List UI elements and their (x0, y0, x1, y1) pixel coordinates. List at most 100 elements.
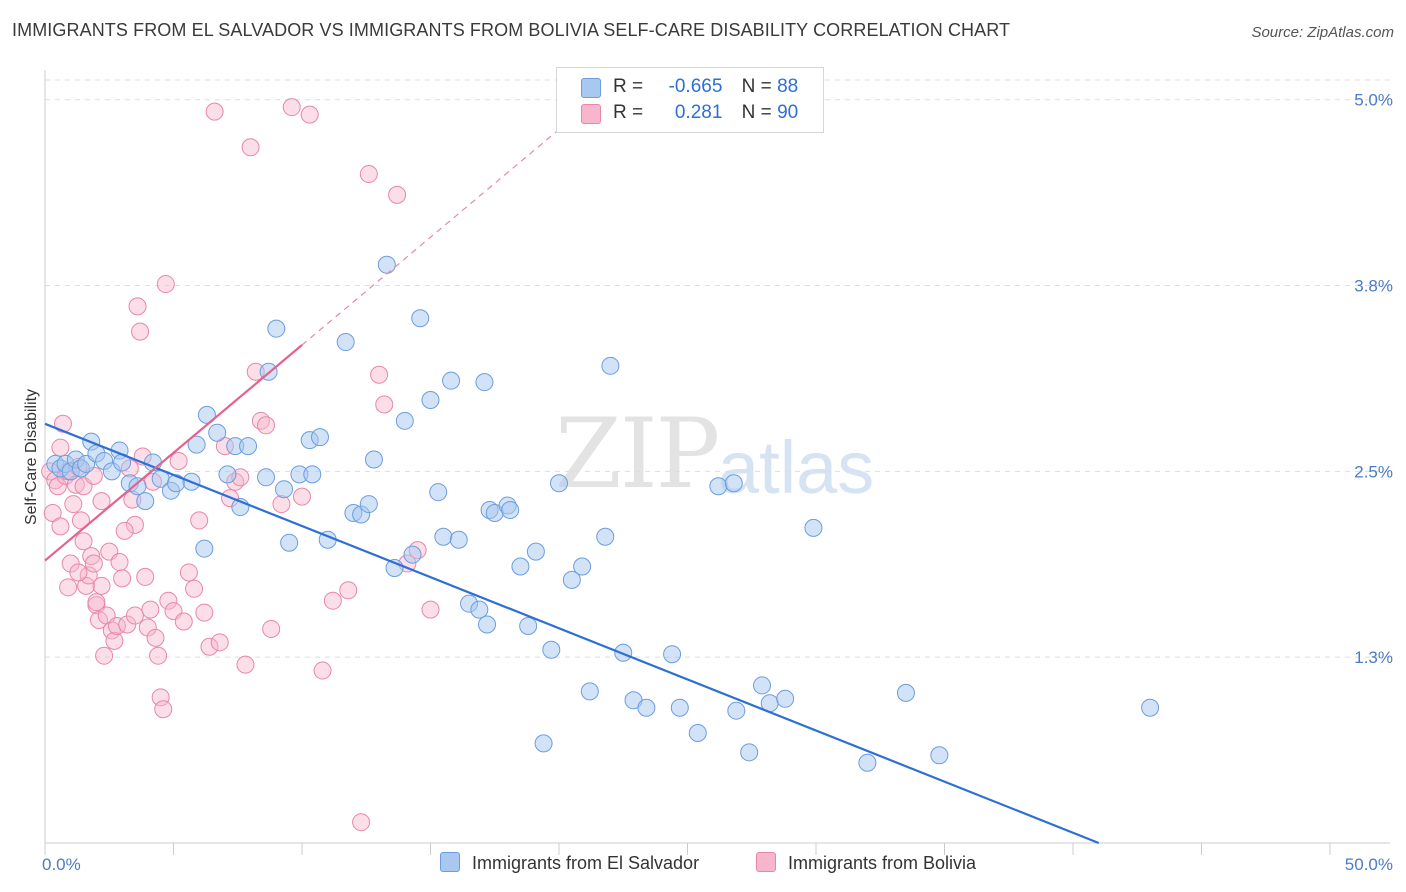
bolivia-point (128, 297, 147, 316)
el-salvador-points (46, 255, 1160, 772)
el-salvador-point (359, 495, 378, 514)
bolivia-point (272, 495, 291, 514)
el-salvador-point (195, 539, 214, 558)
chart-title: IMMIGRANTS FROM EL SALVADOR VS IMMIGRANT… (12, 20, 1011, 40)
grid-lines (45, 79, 1392, 658)
el-salvador-point (637, 698, 656, 717)
legend-r-label: R = (613, 102, 644, 123)
bolivia-point (59, 578, 78, 597)
bolivia-point (87, 593, 106, 612)
bolivia-point (51, 517, 70, 536)
el-salvador-point (1141, 698, 1160, 717)
bolivia-point (156, 275, 175, 294)
el-salvador-point (429, 483, 448, 502)
legend-r-value: 0.281 (674, 102, 723, 123)
bolivia-point (79, 566, 98, 585)
axes (44, 70, 1390, 855)
series-legend-el-salvador: Immigrants from El Salvador (440, 852, 699, 874)
legend-swatch-blue (581, 78, 601, 98)
bolivia-point (241, 138, 260, 157)
bolivia-point (293, 487, 311, 506)
series-name-el-salvador: Immigrants from El Salvador (472, 853, 700, 873)
el-salvador-point (727, 701, 746, 720)
el-salvador-point (501, 501, 520, 520)
bolivia-point (185, 579, 204, 598)
el-salvador-point (187, 435, 206, 454)
legend-r-label: R = (613, 76, 644, 97)
legend-n-value: 88 (777, 76, 799, 97)
el-salvador-point (542, 640, 561, 659)
el-salvador-point (804, 518, 823, 537)
el-salvador-point (534, 734, 553, 753)
bolivia-point (323, 591, 342, 610)
watermark-zip: ZIP (555, 398, 720, 510)
bolivia-point (82, 547, 101, 566)
el-salvador-point (267, 319, 286, 338)
el-salvador-point (470, 600, 489, 619)
el-salvador-point (403, 545, 422, 564)
el-salvador-point (421, 391, 440, 410)
el-salvador-point (411, 309, 430, 328)
el-salvador-point (724, 474, 743, 493)
el-salvador-point (475, 373, 494, 392)
bolivia-point (136, 567, 155, 586)
bolivia-point (131, 322, 150, 341)
el-salvador-point (573, 557, 592, 576)
el-salvador-point (377, 255, 396, 274)
el-salvador-point (449, 530, 468, 549)
bolivia-point (421, 600, 440, 619)
source-credit: Source: ZipAtlas.com (1251, 24, 1394, 41)
bolivia-point (74, 532, 93, 551)
el-salvador-point (740, 743, 759, 762)
y-tick-label: 1.3% (1354, 648, 1393, 667)
el-salvador-point (596, 527, 615, 546)
el-salvador-point (364, 450, 383, 469)
bolivia-point (92, 492, 111, 511)
el-salvador-point (395, 411, 414, 430)
bolivia-point (69, 563, 88, 582)
bolivia-point (200, 637, 219, 656)
bolivia-point (71, 511, 90, 530)
legend-n-label: N = (741, 76, 772, 97)
bolivia-point (236, 655, 255, 674)
bolivia-point (125, 515, 144, 534)
bolivia-point (179, 563, 198, 582)
el-salvador-point (303, 465, 322, 484)
legend-swatch-pink (581, 104, 601, 124)
el-salvador-point (688, 723, 707, 742)
bolivia-point (64, 495, 83, 514)
el-salvador-point (896, 683, 915, 702)
series-swatch-pink (756, 852, 776, 872)
el-salvador-point (218, 465, 237, 484)
bolivia-point (149, 646, 168, 665)
el-salvador-point (280, 533, 299, 552)
el-salvador-point (275, 480, 294, 499)
y-tick-label: 2.5% (1354, 462, 1393, 481)
bolivia-point (205, 102, 224, 121)
bolivia-point (210, 633, 229, 652)
bolivia-point (257, 416, 276, 435)
el-salvador-point (526, 542, 545, 561)
el-salvador-point (257, 468, 276, 487)
watermark-atlas: atlas (718, 426, 875, 509)
el-salvador-point (434, 527, 453, 546)
bolivia-point (125, 606, 144, 625)
bolivia-point (43, 503, 62, 522)
bolivia-point (77, 576, 96, 595)
x-tick-labels: 0.0% 50.0% (42, 855, 1393, 874)
x-tick-label: 50.0% (1345, 855, 1393, 874)
el-salvador-point (753, 676, 772, 695)
bolivia-point (313, 661, 332, 680)
series-swatch-blue (440, 852, 460, 872)
trend-lines (44, 129, 1100, 845)
el-salvador-point (776, 689, 795, 708)
el-salvador-point (511, 557, 530, 576)
y-axis-label: Self-Care Disability (23, 389, 40, 525)
bolivia-point (169, 451, 188, 470)
y-tick-label: 5.0% (1354, 91, 1393, 110)
bolivia-point (359, 165, 378, 184)
legend-r-value: -0.665 (668, 76, 723, 97)
bolivia-point (113, 569, 132, 588)
bolivia-point (92, 576, 111, 595)
el-salvador-point (310, 428, 329, 447)
